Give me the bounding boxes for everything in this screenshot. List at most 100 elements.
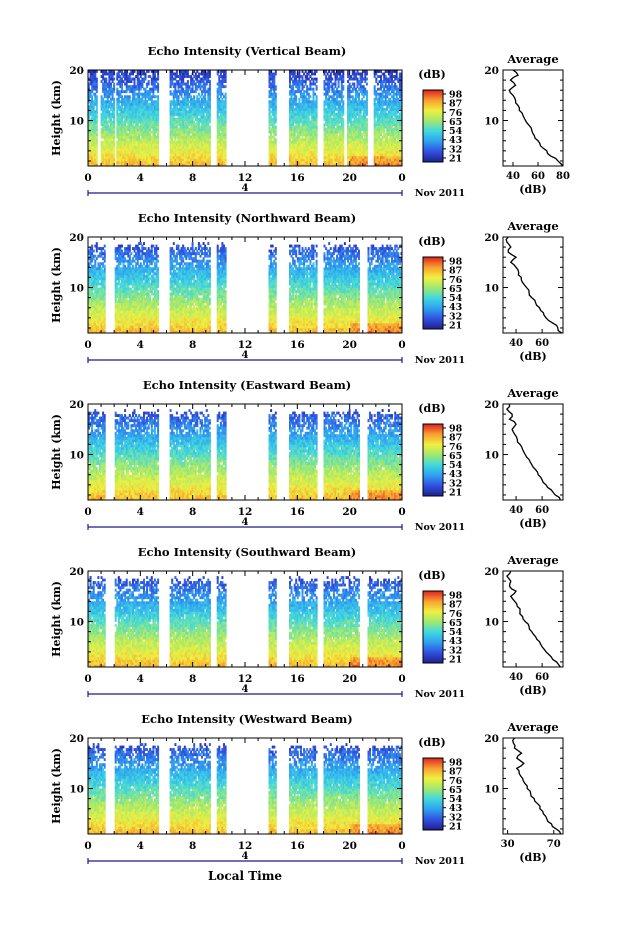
- y-axis-label: Height (km): [50, 80, 63, 156]
- x-tick-label: 16: [290, 172, 305, 184]
- profile-title: Average: [506, 720, 558, 734]
- x-tick-label: 0: [398, 172, 405, 184]
- profile-frame: [503, 70, 563, 166]
- date-label: Nov 2011: [415, 689, 465, 700]
- colorbar-unit: (dB): [418, 736, 445, 749]
- beam-panel: Echo Intensity (Southward Beam) Height (k…: [50, 545, 563, 700]
- date-label: Nov 2011: [415, 522, 465, 533]
- profile-x-label: (dB): [519, 350, 546, 363]
- x-tick-label: 20: [342, 172, 357, 184]
- heatmap-field: [88, 409, 402, 500]
- profile-x-tick-label: 60: [535, 672, 549, 683]
- profile-x-tick-label: 30: [501, 839, 515, 850]
- panel-title: Echo Intensity (Northward Beam): [138, 211, 356, 225]
- x-tick-label: 0: [398, 506, 405, 518]
- profile-frame: [503, 571, 563, 667]
- x-tick-label: 16: [290, 339, 305, 351]
- x-tick-label: 4: [137, 339, 144, 351]
- profile-y-tick-label: 10: [484, 283, 499, 295]
- radar-figure: Echo Intensity (Vertical Beam) Height (km…: [0, 0, 619, 929]
- profile-x-tick-label: 70: [547, 839, 561, 850]
- x-tick-label: 16: [290, 673, 305, 685]
- profile-frame: [503, 404, 563, 500]
- x-tick-label: 20: [342, 840, 357, 852]
- colorbar-tick-label: 21: [449, 488, 462, 499]
- x-tick-label: 20: [342, 506, 357, 518]
- y-tick-label: 20: [69, 65, 84, 77]
- panel-title: Echo Intensity (Vertical Beam): [148, 44, 347, 58]
- profile-frame: [503, 237, 563, 333]
- heatmap-field: [88, 576, 402, 667]
- profile-y-tick-label: 20: [484, 566, 499, 578]
- x-tick-label: 0: [84, 673, 91, 685]
- heatmap-field: [88, 242, 402, 333]
- profile-line: [507, 571, 561, 667]
- x-tick-label: 20: [342, 673, 357, 685]
- x-tick-label: 16: [290, 840, 305, 852]
- colorbar-unit: (dB): [418, 402, 445, 415]
- x-tick-label: 8: [189, 673, 196, 685]
- profile-x-tick-label: 40: [509, 505, 523, 516]
- colorbar-unit: (dB): [418, 235, 445, 248]
- profile-line: [506, 237, 562, 333]
- x-tick-label: 0: [398, 840, 405, 852]
- profile-title: Average: [506, 219, 558, 233]
- profile-title: Average: [506, 553, 558, 567]
- x-tick-label: 8: [189, 339, 196, 351]
- panel-title: Echo Intensity (Southward Beam): [138, 545, 356, 559]
- y-tick-label: 20: [69, 733, 84, 745]
- profile-x-label: (dB): [519, 183, 546, 196]
- profile-x-tick-label: 60: [535, 338, 549, 349]
- day-label: 4: [242, 350, 249, 361]
- beam-panel: Echo Intensity (Westward Beam) Height (km…: [50, 712, 563, 867]
- profile-line: [509, 70, 563, 166]
- y-tick-label: 20: [69, 399, 84, 411]
- x-tick-label: 20: [342, 339, 357, 351]
- y-axis-label: Height (km): [50, 247, 63, 323]
- profile-y-tick-label: 20: [484, 232, 499, 244]
- colorbar: [423, 90, 443, 162]
- y-tick-label: 20: [69, 566, 84, 578]
- profile-line: [513, 738, 561, 834]
- x-tick-label: 0: [84, 840, 91, 852]
- x-tick-label: 8: [189, 172, 196, 184]
- x-tick-label: 0: [84, 506, 91, 518]
- y-tick-label: 10: [69, 784, 84, 796]
- profile-x-label: (dB): [519, 851, 546, 864]
- colorbar-tick-label: 21: [449, 822, 462, 833]
- profile-x-tick-label: 40: [506, 171, 520, 182]
- colorbar-unit: (dB): [418, 68, 445, 81]
- profile-line: [507, 404, 561, 500]
- x-tick-label: 0: [84, 339, 91, 351]
- colorbar-tick-label: 21: [449, 321, 462, 332]
- panel-title: Echo Intensity (Westward Beam): [141, 712, 352, 726]
- profile-y-tick-label: 20: [484, 399, 499, 411]
- y-axis-label: Height (km): [50, 414, 63, 490]
- x-tick-label: 4: [137, 673, 144, 685]
- heatmap-field: [88, 70, 402, 166]
- colorbar: [423, 257, 443, 329]
- x-tick-label: 4: [137, 172, 144, 184]
- day-label: 4: [242, 517, 249, 528]
- beam-panel: Echo Intensity (Vertical Beam) Height (km…: [50, 44, 570, 199]
- y-tick-label: 10: [69, 116, 84, 128]
- heatmap-field: [88, 743, 402, 834]
- x-tick-label: 0: [84, 172, 91, 184]
- y-tick-label: 10: [69, 450, 84, 462]
- profile-y-tick-label: 20: [484, 65, 499, 77]
- profile-title: Average: [506, 386, 558, 400]
- x-tick-label: 0: [398, 339, 405, 351]
- day-label: 4: [242, 851, 249, 862]
- x-tick-label: 0: [398, 673, 405, 685]
- colorbar-tick-label: 21: [449, 655, 462, 666]
- date-label: Nov 2011: [415, 355, 465, 366]
- date-label: Nov 2011: [415, 188, 465, 199]
- profile-y-tick-label: 10: [484, 450, 499, 462]
- panel-title: Echo Intensity (Eastward Beam): [143, 378, 351, 392]
- y-axis-label: Height (km): [50, 581, 63, 657]
- profile-x-tick-label: 40: [509, 338, 523, 349]
- profile-y-tick-label: 10: [484, 784, 499, 796]
- x-axis-label: Local Time: [208, 869, 282, 883]
- y-tick-label: 10: [69, 283, 84, 295]
- y-axis-label: Height (km): [50, 748, 63, 824]
